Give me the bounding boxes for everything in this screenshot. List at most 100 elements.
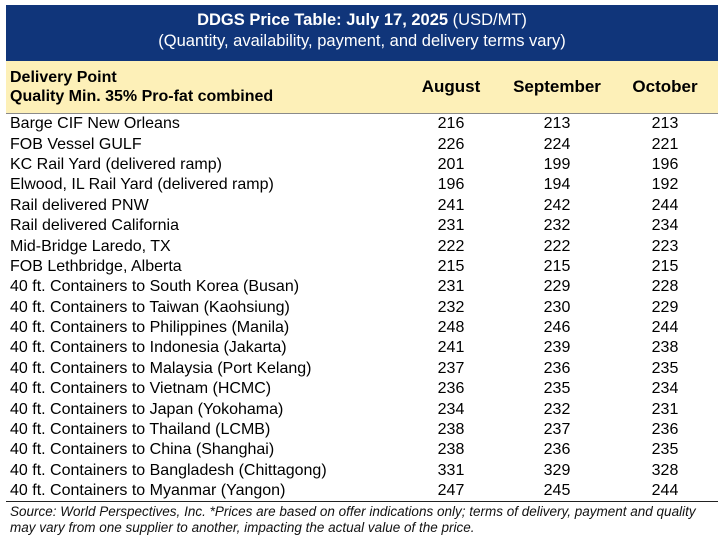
delivery-point-cell: 40 ft. Containers to China (Shanghai): [10, 441, 275, 459]
delivery-point-cell: Rail delivered PNW: [10, 196, 149, 214]
price-cell: 215: [543, 257, 571, 275]
table-row: Rail delivered PNW 241 242 244: [6, 196, 718, 216]
price-cell: 245: [543, 482, 571, 500]
price-cell: 238: [437, 441, 465, 459]
price-cell: 224: [543, 135, 571, 153]
price-cell: 222: [543, 237, 571, 255]
price-cell: 235: [543, 380, 571, 398]
price-cell: 241: [437, 339, 465, 357]
price-cell: 235: [651, 441, 679, 459]
price-cell: 231: [651, 400, 679, 418]
delivery-point-cell: 40 ft. Containers to Thailand (LCMB): [10, 421, 271, 439]
table-row: FOB Lethbridge, Alberta 215 215 215: [6, 257, 718, 277]
delivery-point-cell: FOB Vessel GULF: [10, 135, 142, 153]
delivery-point-cell: FOB Lethbridge, Alberta: [10, 257, 182, 275]
price-table: DDGS Price Table: July 17, 2025 (USD/MT)…: [6, 5, 718, 536]
delivery-point-cell: 40 ft. Containers to South Korea (Busan): [10, 278, 300, 296]
price-cell: 236: [651, 421, 679, 439]
price-cell: 244: [651, 196, 679, 214]
table-row: 40 ft. Containers to South Korea (Busan)…: [6, 277, 718, 297]
price-cell: 230: [543, 298, 571, 316]
table-body: Barge CIF New Orleans 216 213 213 FOB Vessel…: [6, 114, 718, 501]
price-cell: 236: [543, 441, 571, 459]
price-cell: 201: [437, 155, 465, 173]
price-cell: 246: [543, 319, 571, 337]
price-cell: 238: [437, 421, 465, 439]
table-subtitle: (Quantity, availability, payment, and de…: [158, 32, 566, 50]
table-row: Mid-Bridge Laredo, TX 222 222 223: [6, 236, 718, 256]
price-cell: 222: [437, 237, 465, 255]
table-row: 40 ft. Containers to Thailand (LCMB) 238 2…: [6, 420, 718, 440]
title-main: DDGS Price Table: July 17, 2025: [197, 11, 449, 29]
price-cell: 221: [651, 135, 679, 153]
delivery-point-cell: Mid-Bridge Laredo, TX: [10, 237, 171, 255]
price-cell: 235: [651, 359, 679, 377]
table-row: 40 ft. Containers to China (Shanghai) 238…: [6, 440, 718, 460]
price-cell: 226: [437, 135, 465, 153]
price-cell: 216: [437, 115, 465, 133]
delivery-point-cell: Barge CIF New Orleans: [10, 115, 180, 133]
price-cell: 232: [543, 400, 571, 418]
price-cell: 213: [543, 115, 571, 133]
table-title: DDGS Price Table: July 17, 2025 (USD/MT): [6, 10, 718, 31]
price-cell: 196: [437, 176, 465, 194]
price-cell: 232: [437, 298, 465, 316]
price-cell: 229: [651, 298, 679, 316]
price-cell: 231: [437, 278, 465, 296]
price-cell: 234: [437, 400, 465, 418]
table-row: Elwood, IL Rail Yard (delivered ramp) 196…: [6, 175, 718, 195]
header-col1-line2: Quality Min. 35% Pro-fat combined: [10, 88, 274, 105]
delivery-point-cell: KC Rail Yard (delivered ramp): [10, 155, 222, 173]
price-cell: 215: [437, 257, 465, 275]
price-cell: 242: [543, 196, 571, 214]
header-month-september: September: [513, 77, 601, 96]
price-cell: 234: [651, 217, 679, 235]
price-cell: 229: [543, 278, 571, 296]
price-cell: 213: [651, 115, 679, 133]
table-title-banner: DDGS Price Table: July 17, 2025 (USD/MT)…: [6, 5, 718, 61]
table-row: 40 ft. Containers to Indonesia (Jakarta)…: [6, 338, 718, 358]
header-month-october: October: [632, 77, 698, 96]
table-bottom-rule: [6, 501, 718, 503]
header-month-august: August: [421, 77, 481, 96]
table-row: 40 ft. Containers to Taiwan (Kaohsiung) 2…: [6, 298, 718, 318]
table-row: KC Rail Yard (delivered ramp) 201 199 196: [6, 155, 718, 175]
price-cell: 196: [651, 155, 679, 173]
table-header-row: Delivery Point Quality Min. 35% Pro-fat …: [6, 61, 718, 114]
delivery-point-cell: 40 ft. Containers to Bangladesh (Chittag…: [10, 461, 327, 479]
price-cell: 239: [543, 339, 571, 357]
delivery-point-cell: Elwood, IL Rail Yard (delivered ramp): [10, 176, 274, 194]
delivery-point-cell: 40 ft. Containers to Philippines (Manila…: [10, 319, 290, 337]
price-cell: 248: [437, 319, 465, 337]
delivery-point-cell: Rail delivered California: [10, 217, 179, 235]
delivery-point-cell: 40 ft. Containers to Myanmar (Yangon): [10, 482, 286, 500]
table-row: Rail delivered California 231 232 234: [6, 216, 718, 236]
price-cell: 199: [543, 155, 571, 173]
delivery-point-cell: 40 ft. Containers to Japan (Yokohama): [10, 400, 284, 418]
price-cell: 247: [437, 482, 465, 500]
price-cell: 231: [437, 217, 465, 235]
table-row: 40 ft. Containers to Japan (Yokohama) 234…: [6, 399, 718, 419]
price-cell: 194: [543, 176, 571, 194]
price-cell: 237: [437, 359, 465, 377]
delivery-point-cell: 40 ft. Containers to Malaysia (Port Kela…: [10, 359, 312, 377]
table-row: Barge CIF New Orleans 216 213 213: [6, 114, 718, 134]
title-unit: (USD/MT): [448, 11, 527, 29]
table-row: 40 ft. Containers to Bangladesh (Chittag…: [6, 461, 718, 481]
delivery-point-cell: 40 ft. Containers to Vietnam (HCMC): [10, 380, 272, 398]
price-cell: 331: [437, 461, 465, 479]
price-cell: 328: [651, 461, 679, 479]
price-cell: 237: [543, 421, 571, 439]
table-row: 40 ft. Containers to Malaysia (Port Kela…: [6, 359, 718, 379]
price-cell: 241: [437, 196, 465, 214]
header-col1-line1: Delivery Point: [10, 69, 117, 86]
source-note: Source: World Perspectives, Inc. *Prices…: [10, 504, 696, 536]
table-row: 40 ft. Containers to Philippines (Manila…: [6, 318, 718, 338]
price-cell: 244: [651, 482, 679, 500]
price-cell: 329: [543, 461, 571, 479]
price-cell: 215: [651, 257, 679, 275]
price-cell: 223: [651, 237, 679, 255]
price-cell: 232: [543, 217, 571, 235]
price-cell: 244: [651, 319, 679, 337]
table-row: FOB Vessel GULF 226 224 221: [6, 134, 718, 154]
